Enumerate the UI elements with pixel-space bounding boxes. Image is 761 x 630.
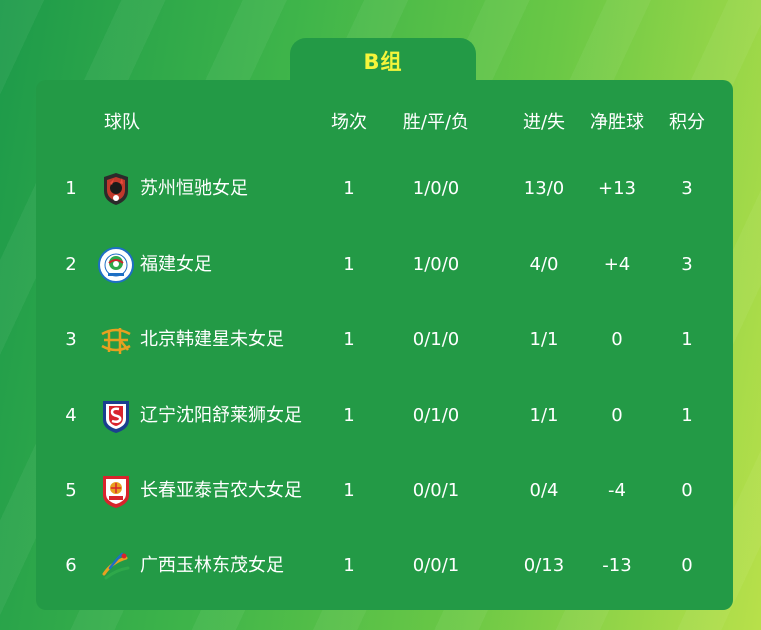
fujian-club-logo-icon — [98, 247, 134, 283]
team-name: 广西玉林东茂女足 — [140, 555, 284, 576]
team-name: 福建女足 — [140, 254, 212, 275]
goal-diff: +4 — [603, 254, 631, 275]
group-title: B组 — [363, 50, 403, 74]
rank: 3 — [65, 329, 77, 350]
team-name: 辽宁沈阳舒莱狮女足 — [140, 405, 302, 426]
group-tab[interactable]: B组 — [290, 38, 476, 84]
wdl: 1/0/0 — [412, 254, 460, 275]
goals: 0/4 — [529, 480, 559, 501]
header-team: 球队 — [104, 112, 140, 133]
wdl: 0/0/1 — [412, 480, 460, 501]
table-row[interactable]: 4 辽宁沈阳舒莱狮女足 1 0/1/0 1/1 0 1 — [36, 396, 733, 436]
team-name: 长春亚泰吉农大女足 — [140, 480, 302, 501]
header-wdl: 胜/平/负 — [402, 112, 470, 133]
points: 0 — [681, 480, 693, 501]
goals: 4/0 — [529, 254, 559, 275]
suzhou-club-logo-icon — [104, 173, 128, 205]
table-row[interactable]: 6 广西玉林东茂女足 1 0/0/1 0/13 -13 0 — [36, 546, 733, 586]
played: 1 — [343, 178, 355, 199]
team-name: 苏州恒驰女足 — [140, 178, 248, 199]
header-points: 积分 — [669, 112, 705, 133]
header-goals: 进/失 — [522, 112, 566, 133]
rank: 2 — [65, 254, 77, 275]
table-row[interactable]: 5 长春亚泰吉农大女足 1 0/0/1 0/4 -4 0 — [36, 471, 733, 511]
goal-diff: -4 — [608, 480, 626, 501]
wdl: 0/1/0 — [412, 405, 460, 426]
goals: 13/0 — [523, 178, 565, 199]
wdl: 0/0/1 — [412, 555, 460, 576]
goal-diff: -13 — [602, 555, 632, 576]
goals: 1/1 — [529, 405, 559, 426]
played: 1 — [343, 329, 355, 350]
rank: 4 — [65, 405, 77, 426]
liaoning-club-logo-icon — [103, 401, 129, 433]
table-row[interactable]: 2 福建女足 1 1/0/0 4/0 +4 3 — [36, 245, 733, 285]
header-played: 场次 — [331, 112, 367, 133]
goal-diff: 0 — [611, 329, 623, 350]
rank: 1 — [65, 178, 77, 199]
goal-diff: 0 — [611, 405, 623, 426]
points: 1 — [681, 329, 693, 350]
played: 1 — [343, 405, 355, 426]
team-name: 北京韩建星未女足 — [140, 329, 284, 350]
standings-table: 球队 场次 胜/平/负 进/失 净胜球 积分 1 苏州恒驰女足 1 1/0/0 … — [36, 80, 733, 610]
header-goal-diff: 净胜球 — [590, 112, 644, 133]
table-row[interactable]: 1 苏州恒驰女足 1 1/0/0 13/0 +13 3 — [36, 169, 733, 209]
table-row[interactable]: 3 北京韩建星未女足 1 0/1/0 1/1 0 1 — [36, 320, 733, 360]
goals: 0/13 — [523, 555, 565, 576]
goal-diff: +13 — [598, 178, 636, 199]
rank: 6 — [65, 555, 77, 576]
changchun-club-logo-icon — [103, 476, 129, 508]
points: 0 — [681, 555, 693, 576]
goals: 1/1 — [529, 329, 559, 350]
played: 1 — [343, 555, 355, 576]
guangxi-club-logo-icon — [102, 552, 130, 580]
wdl: 1/0/0 — [412, 178, 460, 199]
points: 1 — [681, 405, 693, 426]
rank: 5 — [65, 480, 77, 501]
wdl: 0/1/0 — [412, 329, 460, 350]
points: 3 — [681, 178, 693, 199]
points: 3 — [681, 254, 693, 275]
played: 1 — [343, 480, 355, 501]
beijing-club-logo-icon — [101, 328, 131, 354]
played: 1 — [343, 254, 355, 275]
